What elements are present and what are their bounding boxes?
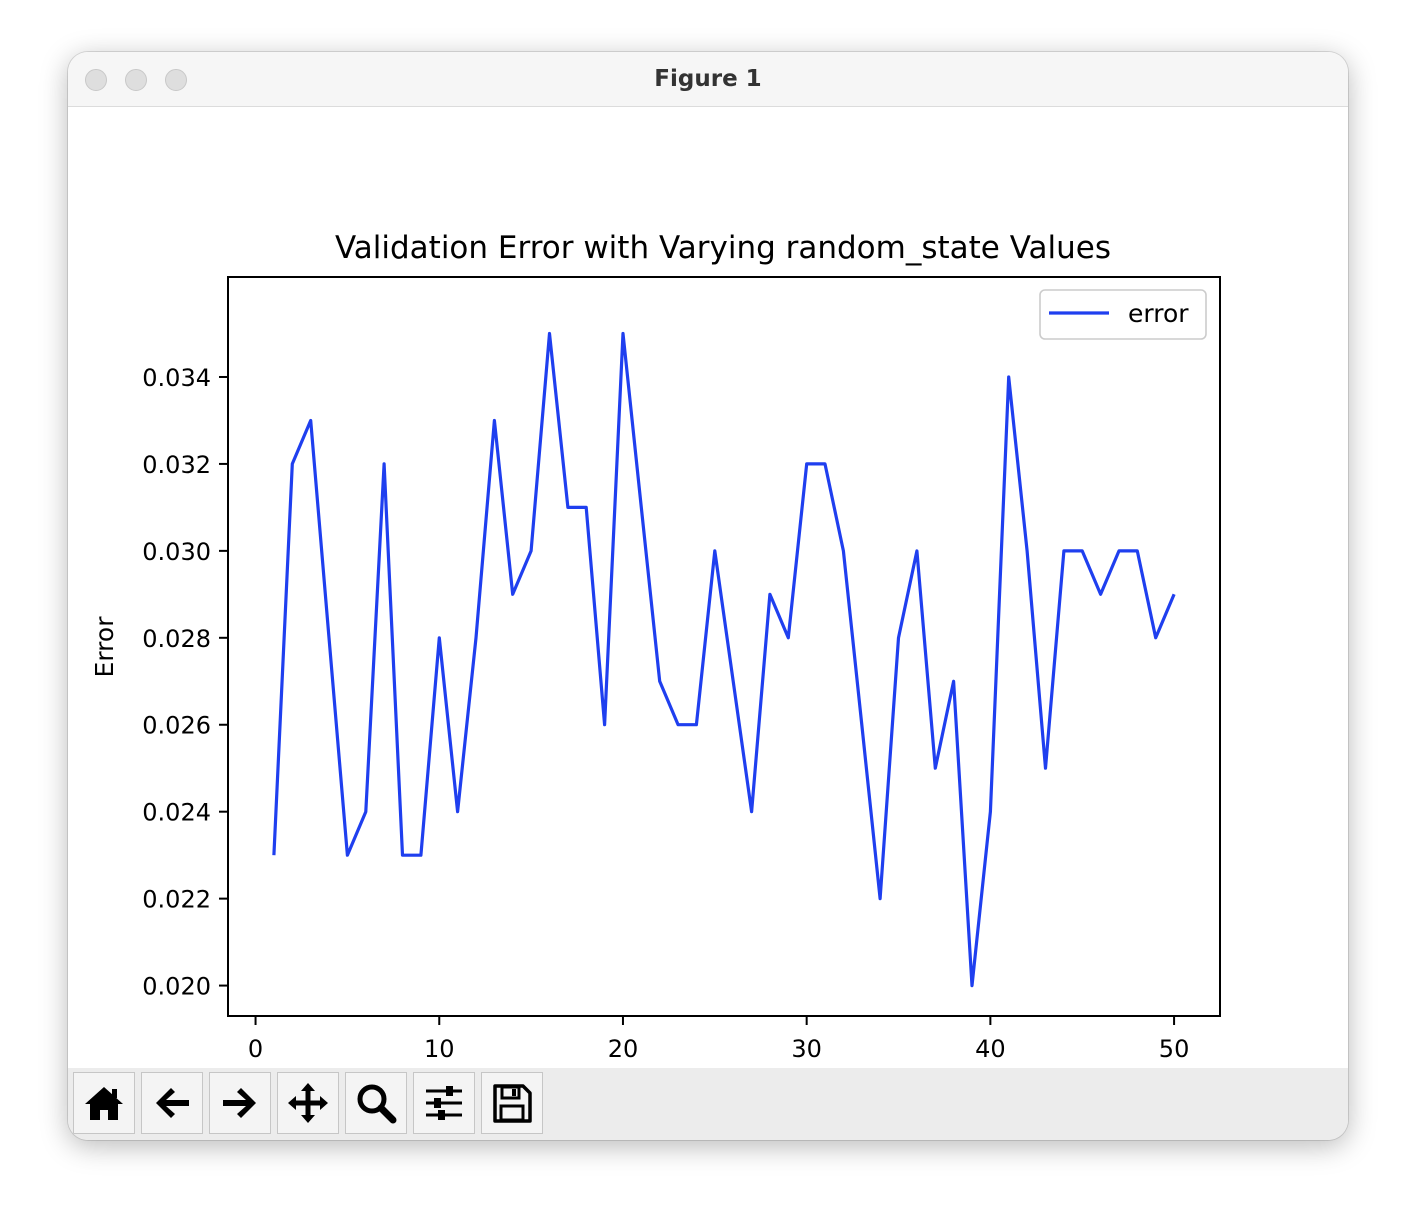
close-window-button[interactable] xyxy=(85,69,107,91)
x-tick-label: 40 xyxy=(975,1035,1006,1063)
back-button[interactable] xyxy=(141,1072,203,1134)
window-title: Figure 1 xyxy=(654,66,762,92)
navigation-toolbar xyxy=(68,1068,1348,1140)
legend-label-error: error xyxy=(1128,299,1189,328)
save-icon xyxy=(493,1084,532,1123)
y-tick-label: 0.030 xyxy=(142,538,211,566)
zoom-button[interactable] xyxy=(345,1072,407,1134)
line-chart[interactable]: Validation Error with Varying random_sta… xyxy=(68,107,1348,1101)
back-arrow-icon xyxy=(156,1088,189,1118)
zoom-window-button[interactable] xyxy=(165,69,187,91)
chart-title: Validation Error with Varying random_sta… xyxy=(335,230,1111,266)
title-bar: Figure 1 xyxy=(68,52,1348,107)
y-tick-label: 0.032 xyxy=(142,451,211,479)
x-tick-label: 10 xyxy=(424,1035,455,1063)
x-axis-ticks: 0 10 20 30 40 50 xyxy=(248,1016,1189,1063)
pan-icon xyxy=(288,1083,328,1123)
y-tick-label: 0.034 xyxy=(142,364,211,392)
save-button[interactable] xyxy=(481,1072,543,1134)
home-icon xyxy=(85,1087,123,1120)
configure-subplots-icon xyxy=(426,1086,462,1120)
home-button[interactable] xyxy=(73,1072,135,1134)
y-tick-label: 0.026 xyxy=(142,712,211,740)
zoom-icon xyxy=(357,1084,397,1124)
y-tick-label: 0.024 xyxy=(142,799,211,827)
figure-window: Figure 1 Validation Error with Varying r… xyxy=(68,52,1348,1140)
forward-arrow-icon xyxy=(223,1088,256,1118)
y-tick-label: 0.020 xyxy=(142,973,211,1001)
y-axis-ticks: 0.020 0.022 0.024 0.026 0.028 0.030 0.032 0.034 xyxy=(142,364,228,1001)
minimize-window-button[interactable] xyxy=(125,69,147,91)
legend: error xyxy=(1039,289,1207,340)
y-axis-label: Error xyxy=(90,616,119,678)
y-tick-label: 0.022 xyxy=(142,886,211,914)
y-tick-label: 0.028 xyxy=(142,625,211,653)
x-tick-label: 0 xyxy=(248,1035,263,1063)
legend-box xyxy=(1039,289,1207,340)
figure-canvas[interactable]: Validation Error with Varying random_sta… xyxy=(68,107,1348,1101)
series-line-error xyxy=(272,331,1176,988)
axes-frame xyxy=(227,276,1221,1017)
pan-button[interactable] xyxy=(277,1072,339,1134)
x-tick-label: 20 xyxy=(608,1035,639,1063)
forward-button[interactable] xyxy=(209,1072,271,1134)
configure-subplots-button[interactable] xyxy=(413,1072,475,1134)
x-tick-label: 30 xyxy=(791,1035,822,1063)
x-tick-label: 50 xyxy=(1159,1035,1190,1063)
